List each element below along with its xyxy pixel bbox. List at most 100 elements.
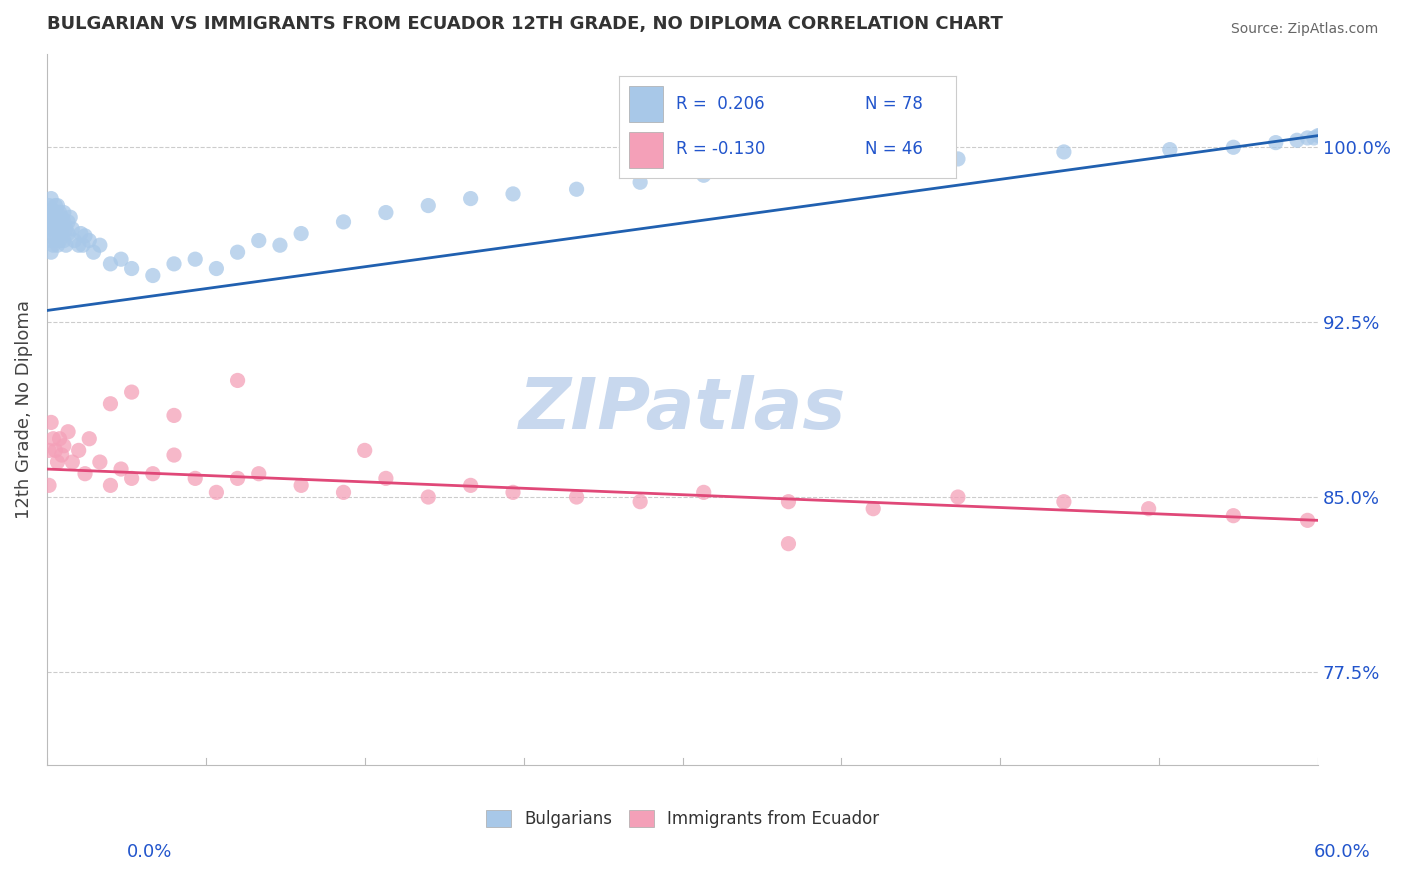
Point [42,238,65,252]
Point [163,409,186,423]
Point [1296,131,1319,145]
Point [628,175,651,189]
Point [353,443,375,458]
Text: N = 46: N = 46 [865,140,922,158]
Point [502,485,524,500]
Point [48,215,70,229]
Text: Source: ZipAtlas.com: Source: ZipAtlas.com [1230,22,1378,37]
Point [290,227,312,241]
Point [56,425,79,439]
Point [39,205,62,219]
Point [67,238,90,252]
Point [51,211,73,225]
Point [59,211,82,225]
Point [42,222,65,236]
Text: ZIPatlas: ZIPatlas [519,376,846,444]
Point [163,448,186,462]
Point [52,205,75,219]
Text: N = 78: N = 78 [865,95,922,113]
Point [565,490,588,504]
Point [1302,131,1324,145]
Point [39,245,62,260]
Point [121,385,143,400]
Point [946,152,969,166]
Y-axis label: 12th Grade, No Diploma: 12th Grade, No Diploma [15,300,32,519]
Point [52,234,75,248]
Point [89,455,111,469]
Point [46,222,69,236]
Point [1308,128,1330,143]
Point [100,397,122,411]
Point [42,432,65,446]
Point [502,186,524,201]
Point [862,159,884,173]
Point [778,536,800,550]
Point [42,203,65,218]
Point [44,198,66,212]
Point [1296,513,1319,527]
Point [42,227,65,241]
Point [38,222,60,236]
Point [1329,128,1351,143]
Point [52,439,75,453]
Point [67,443,90,458]
Point [55,238,77,252]
Point [778,163,800,178]
Point [38,198,60,212]
Point [692,485,714,500]
Point [332,215,354,229]
Point [39,215,62,229]
Point [1264,136,1286,150]
Point [46,215,69,229]
Point [46,198,69,212]
Text: 60.0%: 60.0% [1315,843,1371,861]
Point [48,234,70,248]
Point [38,443,60,458]
Point [692,168,714,182]
Point [42,211,65,225]
Point [1309,128,1331,143]
Point [83,245,105,260]
Point [48,432,70,446]
Point [48,222,70,236]
Point [110,252,132,267]
Point [269,238,291,252]
Point [778,494,800,508]
Point [247,467,270,481]
Point [44,215,66,229]
Point [460,192,482,206]
Point [38,478,60,492]
Point [51,227,73,241]
Point [862,501,884,516]
Point [46,455,69,469]
Point [1222,140,1244,154]
Point [247,234,270,248]
Point [44,234,66,248]
Point [77,432,100,446]
Point [418,490,440,504]
Point [1159,143,1181,157]
Legend: Bulgarians, Immigrants from Ecuador: Bulgarians, Immigrants from Ecuador [479,804,886,835]
FancyBboxPatch shape [628,132,662,168]
Point [60,222,83,236]
Point [121,261,143,276]
Point [44,205,66,219]
Point [460,478,482,492]
Point [226,471,249,485]
Point [39,234,62,248]
Point [565,182,588,196]
Point [1285,133,1308,147]
Point [205,485,228,500]
Point [100,257,122,271]
Point [226,245,249,260]
Point [332,485,354,500]
Point [110,462,132,476]
Point [1137,501,1160,516]
Point [72,238,94,252]
Point [51,448,73,462]
Point [89,238,111,252]
Point [184,252,207,267]
Point [46,211,69,225]
Point [60,455,83,469]
Point [142,268,165,283]
